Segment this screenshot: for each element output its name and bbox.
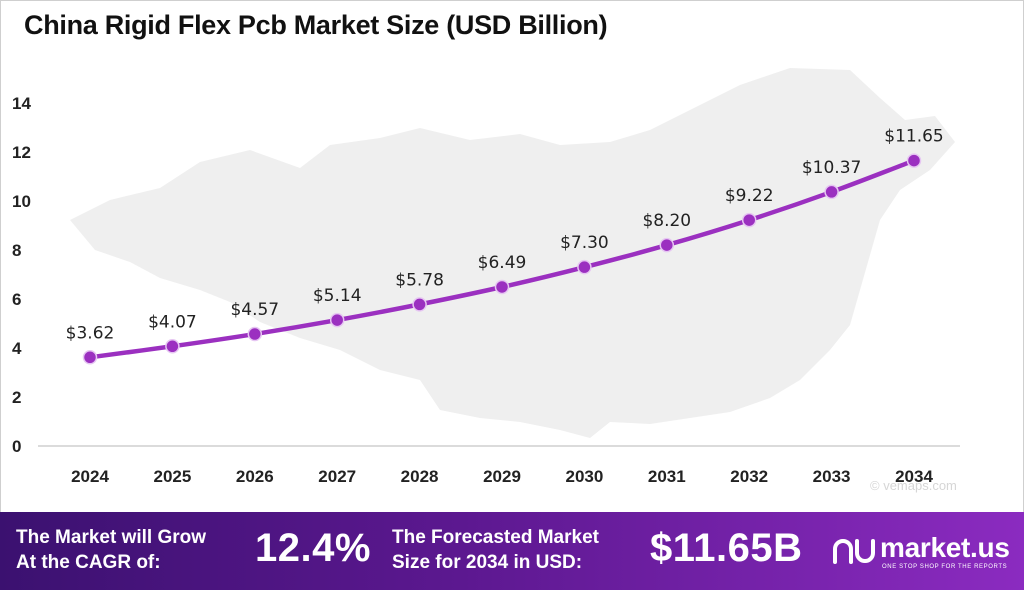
chart-title: China Rigid Flex Pcb Market Size (USD Bi… (24, 10, 608, 40)
cagr-text: The Market will Grow At the CAGR of: (16, 527, 207, 573)
data-point (329, 312, 345, 328)
data-point (577, 259, 592, 275)
market-us-logo: market.us ONE STOP SHOP FOR THE REPORTS (832, 532, 1018, 572)
data-point (412, 297, 427, 312)
x-tick-label: 2030 (565, 467, 603, 486)
data-point (741, 212, 757, 228)
data-point (247, 326, 263, 342)
data-point (494, 279, 510, 295)
data-label: $11.65 (884, 127, 943, 147)
data-label: $8.20 (642, 211, 691, 231)
x-tick-label: 2025 (153, 467, 191, 486)
data-label: $10.37 (802, 158, 861, 178)
data-label: $5.78 (395, 270, 444, 290)
x-tick-label: 2031 (648, 467, 686, 486)
y-tick-label: 0 (12, 437, 21, 456)
forecast-value: $11.65B (650, 526, 803, 570)
x-tick-label: 2027 (318, 467, 356, 486)
x-tick-label: 2032 (730, 467, 768, 486)
map-watermark: © vemaps.com (870, 478, 957, 493)
x-axis: 2024 2025 2026 2027 2028 2029 2030 2031 2032 2033… (71, 467, 933, 486)
data-label: $5.14 (313, 286, 362, 306)
data-point (824, 184, 839, 200)
data-label: $6.49 (478, 253, 527, 273)
data-label: $4.07 (148, 312, 197, 332)
x-tick-label: 2029 (483, 467, 521, 486)
y-tick-label: 8 (12, 241, 21, 260)
y-tick-label: 10 (12, 192, 31, 211)
data-label: $3.62 (66, 323, 115, 343)
market-us-logo-icon (833, 539, 875, 564)
y-tick-label: 2 (12, 388, 21, 407)
data-labels: $3.62 $4.07 $4.57 $5.14 $5.78 $6.49 $7.30 $8.20… (66, 127, 944, 344)
data-label: $4.57 (230, 300, 279, 320)
footer-banner: The Market will Grow At the CAGR of: 12.… (0, 512, 1024, 590)
x-tick-label: 2024 (71, 467, 109, 486)
data-point (659, 237, 675, 253)
x-tick-label: 2033 (813, 467, 851, 486)
data-label: $7.30 (560, 233, 609, 253)
x-tick-label: 2034 (895, 467, 933, 486)
x-tick-label: 2028 (401, 467, 439, 486)
data-point (906, 153, 922, 168)
x-tick-label: 2026 (236, 467, 274, 486)
y-tick-label: 6 (12, 290, 21, 309)
data-point (82, 350, 98, 365)
logo-name: market.us (880, 532, 1010, 563)
y-tick-label: 12 (12, 143, 31, 162)
china-map-silhouette (70, 68, 955, 438)
forecast-text: The Forecasted Market Size for 2034 in U… (392, 527, 599, 573)
cagr-value: 12.4% (255, 526, 371, 570)
y-tick-label: 14 (12, 94, 31, 113)
y-axis: 0 2 4 6 8 10 12 14 (12, 94, 31, 456)
data-point (165, 339, 180, 354)
data-label: $9.22 (725, 186, 774, 206)
y-tick-label: 4 (12, 339, 22, 358)
data-points (82, 153, 922, 365)
logo-tagline: ONE STOP SHOP FOR THE REPORTS (882, 564, 1008, 570)
